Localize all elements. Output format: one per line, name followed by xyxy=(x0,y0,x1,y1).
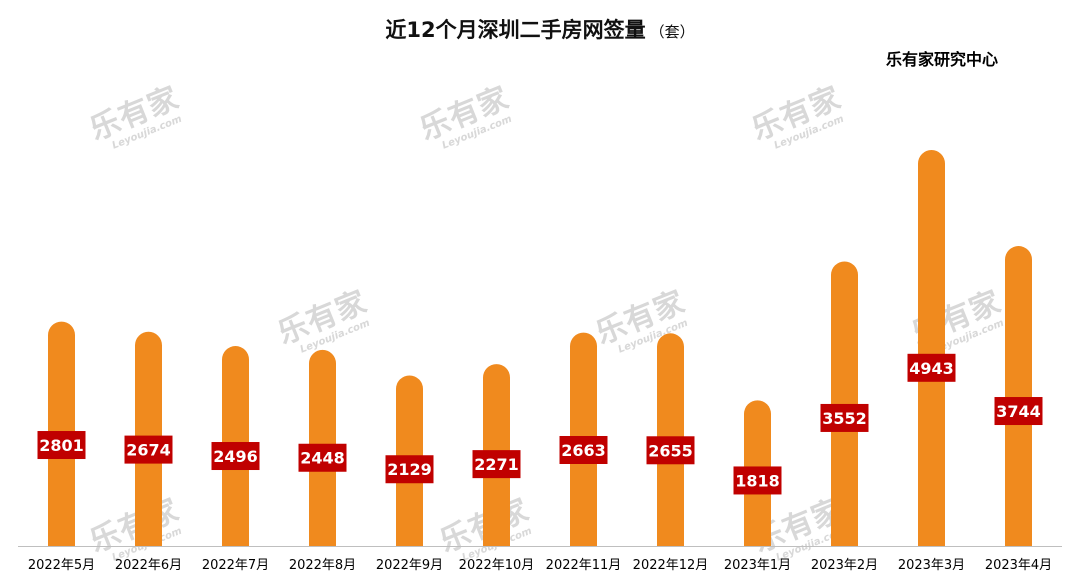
x-tick-label: 2022年6月 xyxy=(115,558,182,573)
data-label: 2129 xyxy=(387,460,432,479)
x-tick-label: 2022年9月 xyxy=(376,558,443,573)
data-label: 2801 xyxy=(39,436,84,455)
data-label-box xyxy=(472,450,521,479)
data-label-box xyxy=(820,403,869,432)
data-label: 2663 xyxy=(561,441,606,460)
data-label: 2448 xyxy=(300,449,345,468)
data-label-box xyxy=(733,466,782,495)
data-label: 2271 xyxy=(474,455,519,474)
data-label: 4943 xyxy=(909,359,954,378)
data-label-box xyxy=(559,435,608,464)
x-tick-label: 2022年10月 xyxy=(459,558,535,573)
x-tick-label: 2022年7月 xyxy=(202,558,269,573)
chart-title-text: 近12个月深圳二手房网签量 xyxy=(385,18,646,42)
data-label-box xyxy=(211,442,260,471)
chart-title: 近12个月深圳二手房网签量 （套） xyxy=(0,14,1080,44)
x-tick-label: 2022年5月 xyxy=(28,558,95,573)
data-label: 2674 xyxy=(126,441,171,460)
data-label-box xyxy=(646,436,695,465)
x-tick-label: 2022年8月 xyxy=(289,558,356,573)
data-label-box xyxy=(385,455,434,484)
chart-title-unit: （套） xyxy=(649,23,695,41)
data-label: 2496 xyxy=(213,447,258,466)
x-tick-label: 2023年4月 xyxy=(985,558,1052,573)
data-label: 2655 xyxy=(648,441,693,460)
data-label-box xyxy=(994,397,1043,426)
source-label: 乐有家研究中心 xyxy=(885,50,998,69)
data-label: 3552 xyxy=(822,409,867,428)
x-tick-label: 2022年12月 xyxy=(633,558,709,573)
data-label-box xyxy=(907,353,956,382)
data-label-box xyxy=(298,443,347,472)
x-tick-label: 2022年11月 xyxy=(546,558,622,573)
bar xyxy=(831,261,858,546)
x-tick-label: 2023年1月 xyxy=(724,558,791,573)
bar xyxy=(1005,246,1032,546)
x-tick-label: 2023年2月 xyxy=(811,558,878,573)
data-label-box xyxy=(124,435,173,464)
data-label: 3744 xyxy=(996,402,1041,421)
data-label-box xyxy=(37,431,86,460)
data-label: 1818 xyxy=(735,471,780,490)
x-tick-label: 2023年3月 xyxy=(898,558,965,573)
bar xyxy=(918,150,945,546)
